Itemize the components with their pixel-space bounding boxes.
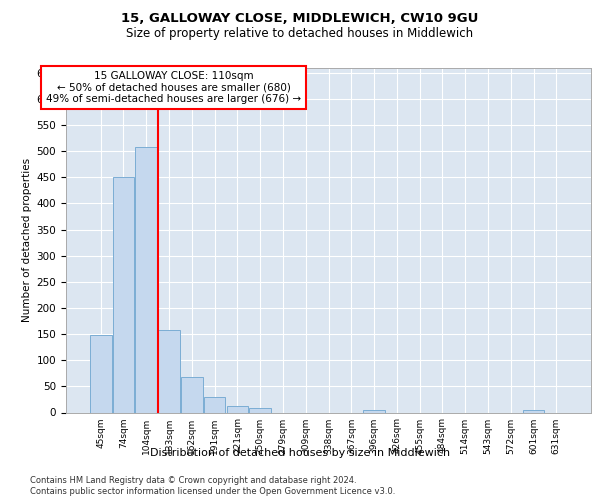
Bar	[227, 406, 248, 412]
Text: 15, GALLOWAY CLOSE, MIDDLEWICH, CW10 9GU: 15, GALLOWAY CLOSE, MIDDLEWICH, CW10 9GU	[121, 12, 479, 26]
Bar	[363, 410, 385, 412]
Bar	[158, 330, 180, 412]
Bar	[523, 410, 544, 412]
Text: Contains HM Land Registry data © Crown copyright and database right 2024.: Contains HM Land Registry data © Crown c…	[30, 476, 356, 485]
Text: Size of property relative to detached houses in Middlewich: Size of property relative to detached ho…	[127, 28, 473, 40]
Bar	[90, 335, 112, 412]
Text: Contains public sector information licensed under the Open Government Licence v3: Contains public sector information licen…	[30, 488, 395, 496]
Bar	[204, 397, 226, 412]
Text: Distribution of detached houses by size in Middlewich: Distribution of detached houses by size …	[150, 448, 450, 458]
Bar	[113, 178, 134, 412]
Bar	[250, 408, 271, 412]
Y-axis label: Number of detached properties: Number of detached properties	[22, 158, 32, 322]
Bar	[136, 148, 157, 412]
Text: 15 GALLOWAY CLOSE: 110sqm
← 50% of detached houses are smaller (680)
49% of semi: 15 GALLOWAY CLOSE: 110sqm ← 50% of detac…	[46, 71, 301, 104]
Bar	[181, 378, 203, 412]
